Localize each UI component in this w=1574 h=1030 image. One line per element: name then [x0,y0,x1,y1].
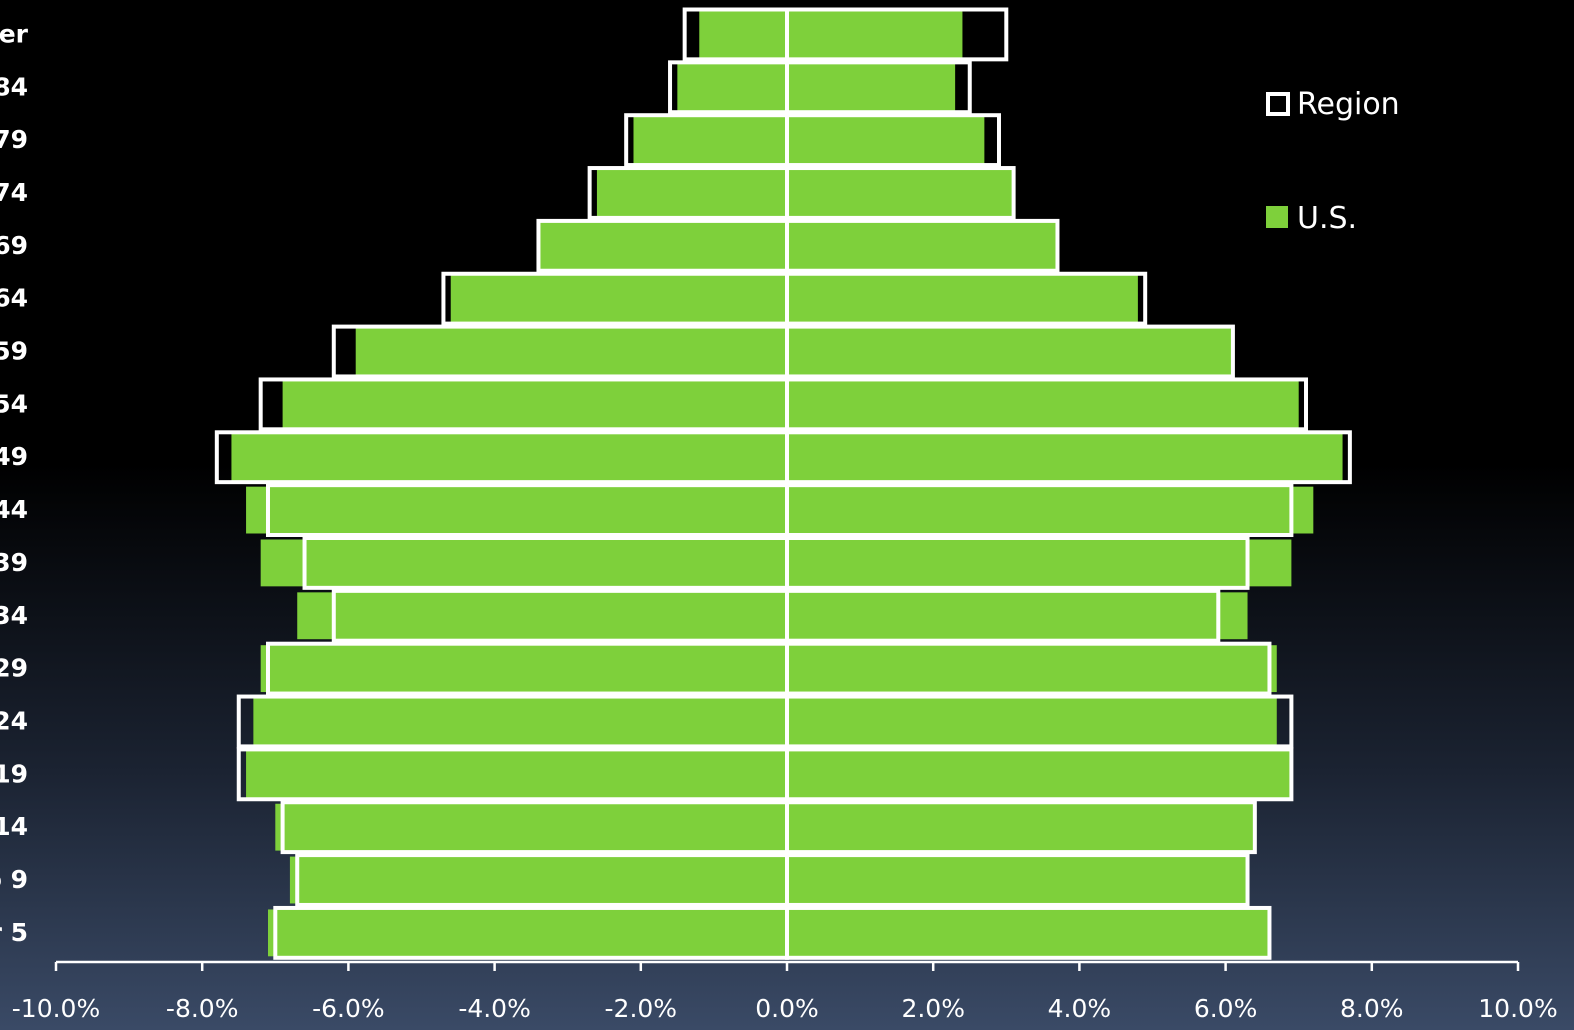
x-tick-label: 6.0% [1194,994,1258,1023]
us-bar-left-70-to-74 [596,169,787,217]
category-label-40-to-44: 44 [0,495,28,524]
us-bar-left-10-to-14 [275,803,787,851]
category-label-65-to-69: 69 [0,231,28,260]
region-bar-right-80-to-84 [785,60,972,115]
us-bar-right-65-to-69 [787,222,1058,270]
category-label-70-to-74: 74 [0,178,28,207]
category-label-10-to-14: 14 [0,812,28,841]
us-bar-right-15-to-19 [787,750,1292,798]
region-bar-right-65-to-69 [785,218,1060,273]
x-tick-label: -6.0% [312,994,385,1023]
legend-label-region: Region [1297,87,1400,122]
us-bar-right-10-to-14 [787,803,1255,851]
x-tick-label: -2.0% [605,994,678,1023]
us-bar-left-20-to-24 [253,698,787,745]
region-bar-right-15-to-19 [785,747,1294,802]
category-label-60-to-64: 64 [0,284,28,313]
region-bar-right-35-to-39 [785,536,1250,590]
us-bar-right-5-to-9 [787,856,1248,904]
region-bar-right-75-to-79 [785,113,1001,168]
us-bar-left-under-5 [267,909,787,957]
category-label-85-and-over: ver [0,19,29,48]
x-tick-label: -8.0% [166,994,239,1023]
us-bar-left-25-to-29 [260,645,787,693]
bars-group [214,7,1352,960]
us-bar-right-20-to-24 [787,698,1277,745]
region-bar-right-25-to-29 [785,641,1272,696]
us-bar-right-40-to-44 [787,486,1314,534]
category-label-20-to-24: 24 [0,706,28,735]
us-bar-left-85-and-over [699,11,787,58]
us-bar-left-75-to-79 [633,116,787,164]
us-bar-left-65-to-69 [538,222,787,270]
x-tick-label: -10.0% [12,994,100,1023]
category-label-35-to-39: 39 [0,548,28,577]
us-bar-left-15-to-19 [246,750,787,798]
us-bar-left-35-to-39 [260,539,787,587]
category-label-55-to-59: 59 [0,337,28,366]
legend: Region U.S. [1266,87,1400,236]
region-bar-right-10-to-14 [785,800,1257,855]
category-label-80-to-84: 84 [0,72,28,101]
us-bar-left-55-to-59 [355,328,787,375]
region-bar-right-20-to-24 [785,694,1294,749]
us-bar-right-25-to-29 [787,645,1277,693]
x-tick-label: 2.0% [901,994,965,1023]
legend-swatch-us [1266,206,1288,228]
category-label-25-to-29: 29 [0,654,28,683]
category-label-30-to-34: 34 [0,601,28,630]
us-bar-right-80-to-84 [787,63,956,111]
us-bar-right-45-to-49 [787,433,1343,481]
category-label-50-to-54: 54 [0,389,28,418]
us-bar-right-70-to-74 [787,169,1014,217]
us-bar-left-80-to-84 [677,63,787,111]
us-bar-left-45-to-49 [231,433,787,481]
us-bar-right-75-to-79 [787,116,985,164]
us-bar-left-5-to-9 [289,856,787,904]
region-bar-right-70-to-74 [785,166,1016,220]
x-tick-label: -4.0% [458,994,531,1023]
us-bar-right-30-to-34 [787,592,1248,640]
x-tick-label: 10.0% [1478,994,1557,1023]
us-bar-left-40-to-44 [246,486,787,534]
us-bar-right-under-5 [787,909,1270,957]
region-bar-right-45-to-49 [785,430,1352,485]
us-bar-right-85-and-over [787,11,963,58]
us-bar-left-50-to-54 [282,380,787,428]
category-label-5-to-9: o 9 [0,865,28,894]
region-bar-right-30-to-34 [785,588,1221,643]
us-bar-left-30-to-34 [297,592,787,640]
category-labels: r 5 o 9 14 19 24 29 34 39 44 49 54 59 64 69 74 79 84 ver [0,19,29,946]
category-label-15-to-19: 19 [0,759,28,788]
region-bar-right-40-to-44 [785,483,1294,537]
region-bar-right-5-to-9 [785,853,1250,907]
us-bar-left-60-to-64 [450,275,787,323]
us-bar-right-35-to-39 [787,539,1292,587]
category-label-75-to-79: 79 [0,125,28,154]
category-label-45-to-49: 49 [0,442,28,471]
region-bar-right-50-to-54 [785,377,1309,432]
x-axis: -10.0% -8.0% -6.0% -4.0% -2.0% 0.0% 2.0% 4.0% 6.… [12,960,1558,1023]
x-tick-label: 4.0% [1048,994,1112,1023]
us-bar-right-60-to-64 [787,275,1138,323]
region-bar-right-under-5 [785,905,1272,960]
x-tick-label: 8.0% [1340,994,1404,1023]
region-bar-right-85-and-over [785,7,1009,62]
category-label-under-5: r 5 [0,918,28,947]
region-bar-right-60-to-64 [785,271,1148,326]
us-bar-right-50-to-54 [787,380,1299,428]
us-bar-right-55-to-59 [787,328,1233,375]
x-tick-label: 0.0% [755,994,819,1023]
legend-label-us: U.S. [1297,201,1357,236]
region-bar-right-55-to-59 [785,324,1235,379]
legend-swatch-region [1266,92,1290,116]
